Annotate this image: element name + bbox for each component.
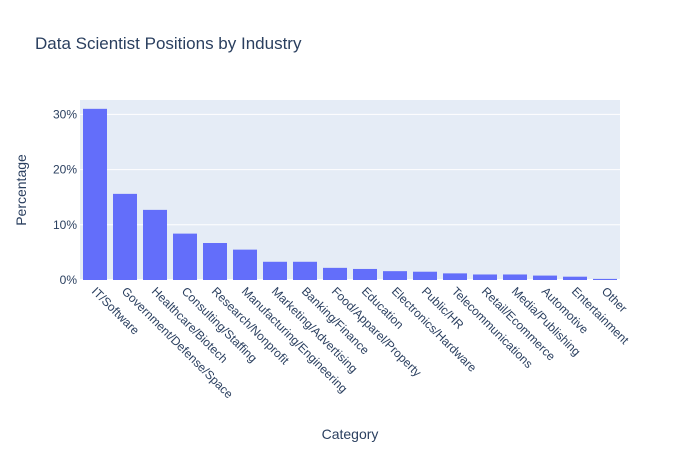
- bar[interactable]: [143, 209, 167, 280]
- bar[interactable]: [533, 275, 557, 280]
- bar[interactable]: [233, 249, 257, 280]
- bar[interactable]: [203, 243, 227, 280]
- bar[interactable]: [473, 274, 497, 280]
- bar[interactable]: [443, 273, 467, 280]
- bar[interactable]: [413, 271, 437, 280]
- y-tick-label: 20%: [53, 163, 77, 177]
- chart-title: Data Scientist Positions by Industry: [35, 34, 302, 53]
- bar[interactable]: [83, 108, 107, 281]
- bar[interactable]: [383, 271, 407, 280]
- bar[interactable]: [293, 261, 317, 280]
- y-tick-label: 10%: [53, 218, 77, 232]
- bars: [83, 108, 617, 281]
- bar[interactable]: [563, 276, 587, 280]
- bar[interactable]: [173, 233, 197, 280]
- bar[interactable]: [353, 268, 377, 280]
- y-axis-title: Percentage: [13, 154, 29, 226]
- bar[interactable]: [113, 193, 137, 280]
- y-tick-label: 0%: [60, 273, 78, 287]
- plot-area: [80, 100, 620, 280]
- x-axis-title: Category: [322, 426, 379, 442]
- y-tick-labels: 0% 10% 20% 30%: [53, 107, 77, 287]
- grid-lines: [80, 113, 620, 281]
- bar[interactable]: [593, 278, 617, 280]
- bar[interactable]: [323, 267, 347, 280]
- y-tick-label: 30%: [53, 107, 77, 121]
- bar[interactable]: [263, 261, 287, 280]
- bar[interactable]: [503, 274, 527, 280]
- x-tick-labels: IT/SoftwareGovernment/Defense/SpaceHealt…: [89, 284, 632, 401]
